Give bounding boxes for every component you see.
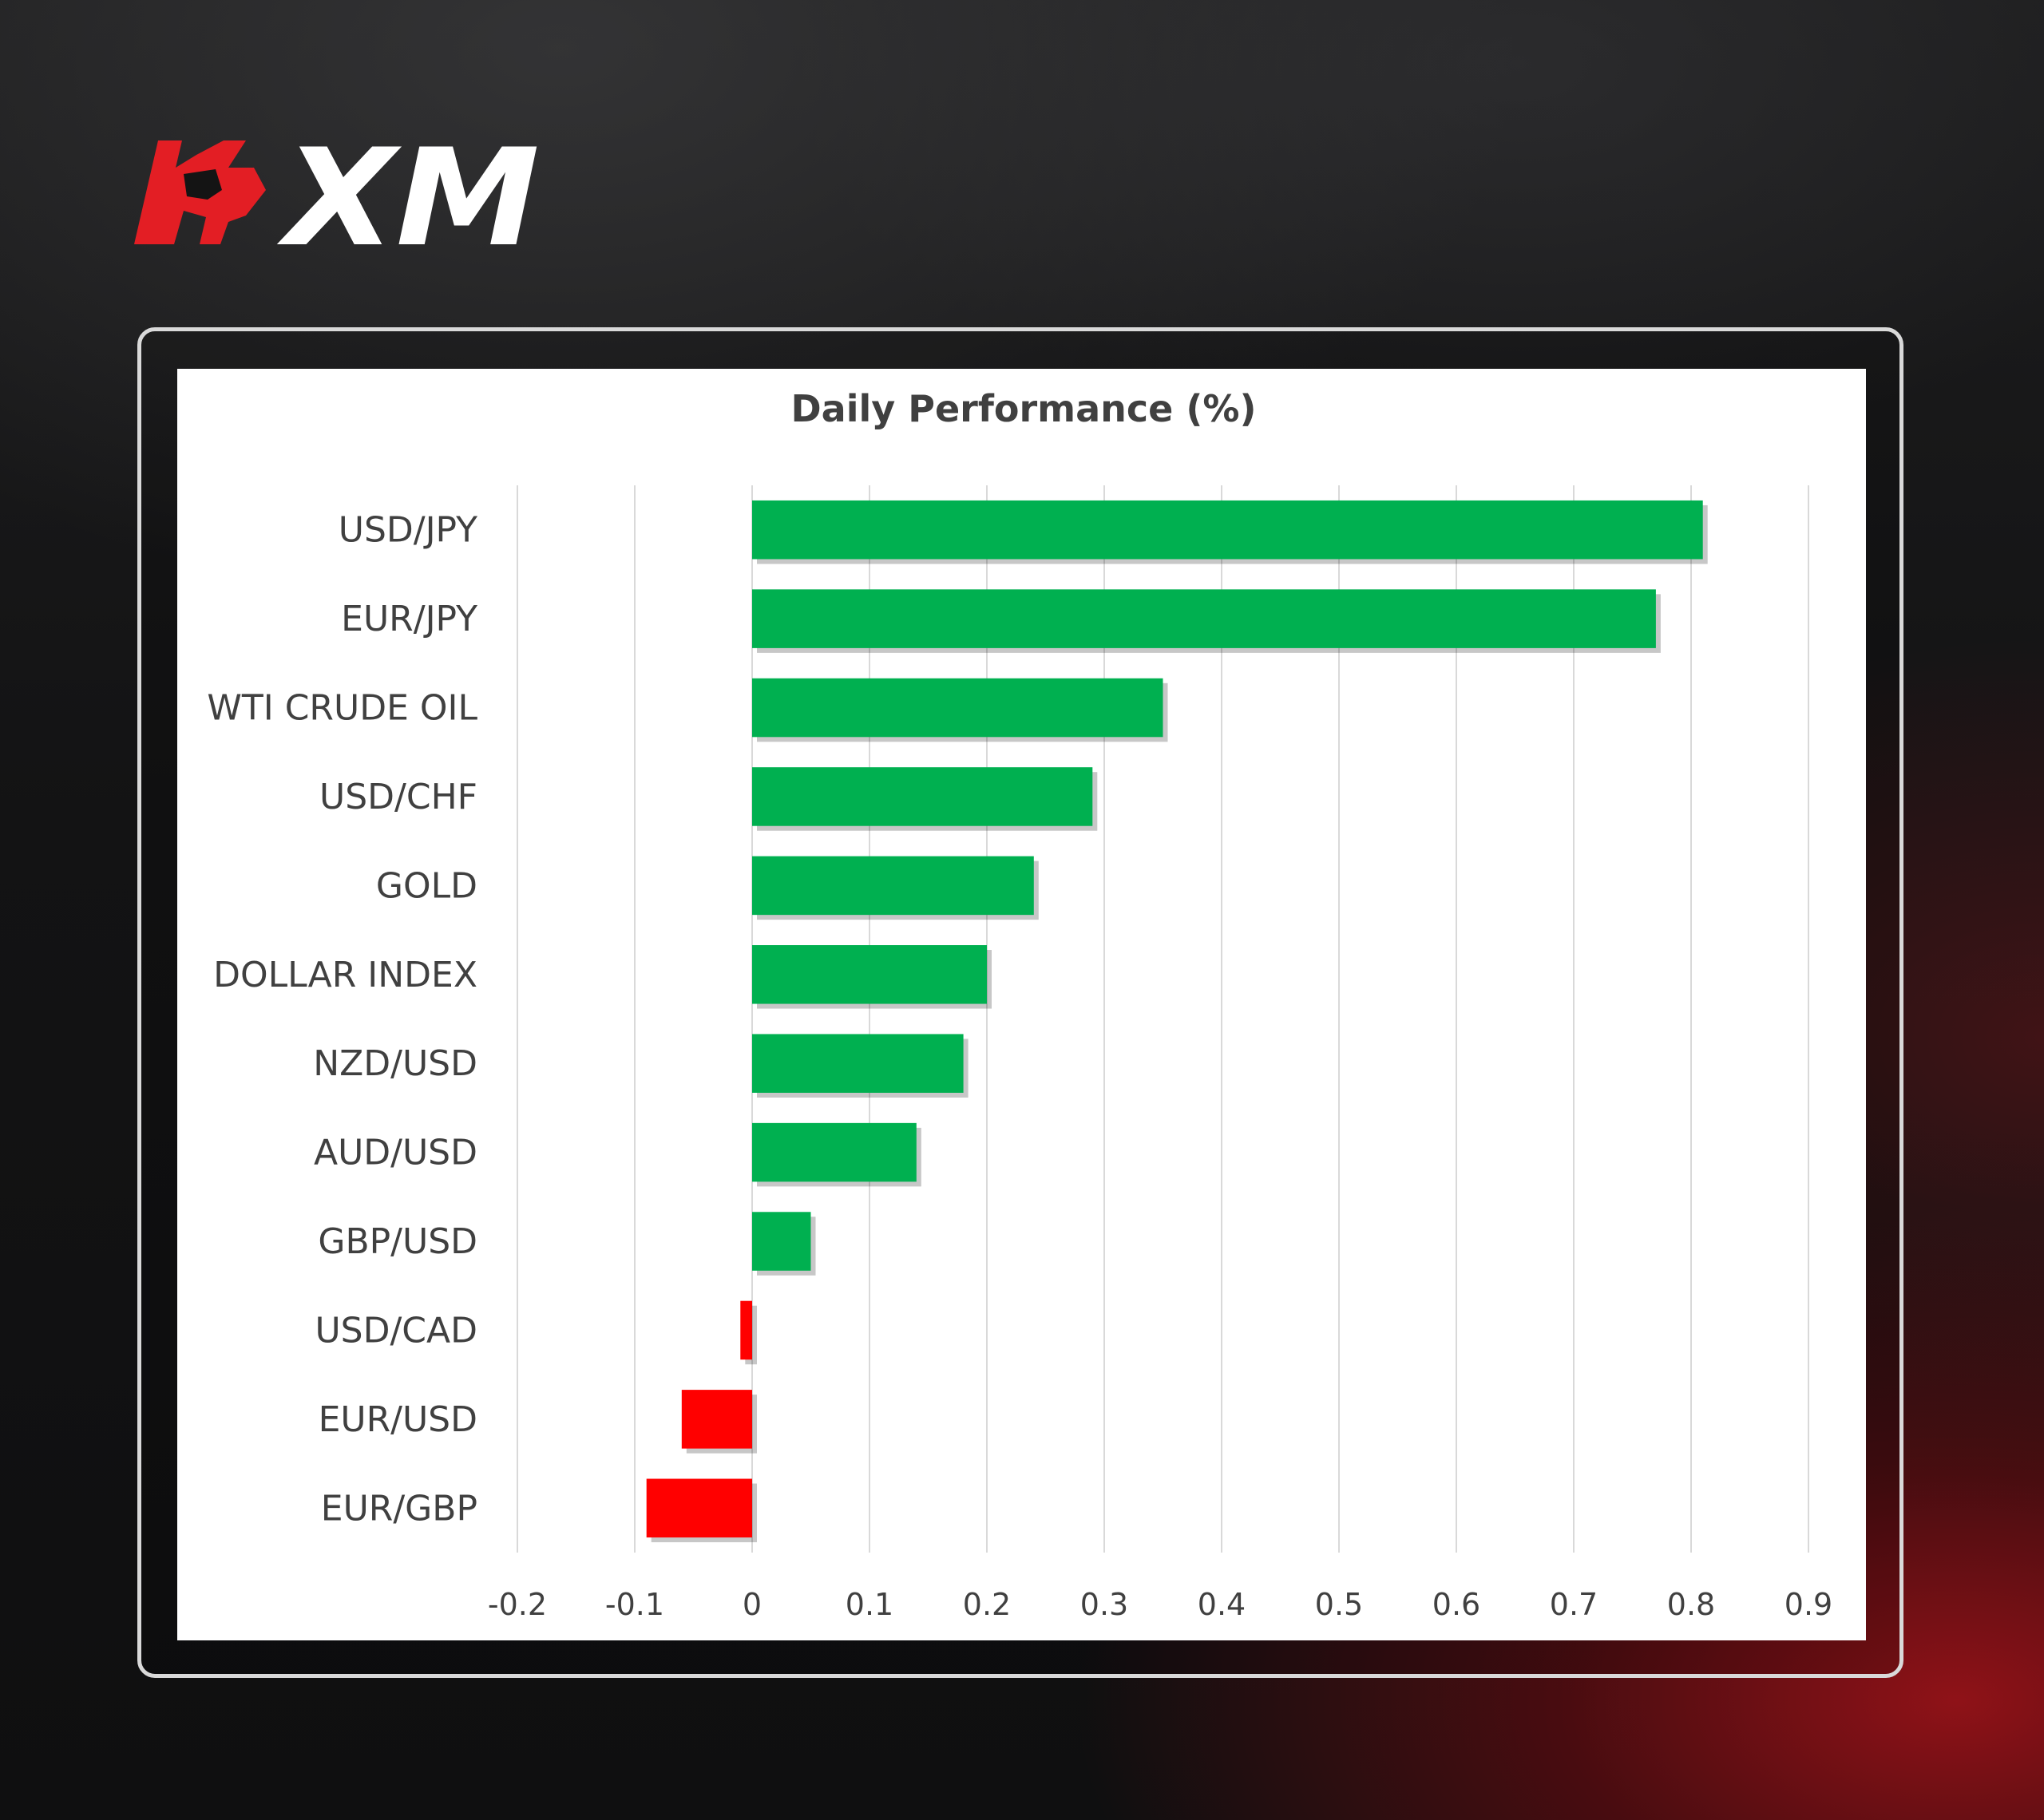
bar: [752, 856, 1034, 916]
category-label: EUR/GBP: [321, 1488, 477, 1529]
category-label: EUR/USD: [319, 1399, 477, 1440]
category-label: WTI CRUDE OIL: [207, 688, 477, 729]
x-tick-labels: -0.2 -0.1 0 0.1 0.2 0.3 0.4 0.5 0.6 0.7 0.8 0.9: [488, 1587, 1832, 1622]
category-label: AUD/USD: [314, 1133, 477, 1173]
gridlines: [517, 485, 1809, 1553]
bar: [752, 1212, 811, 1271]
bar-chart: Daily Performance (%) USD/JPY EUR/JPY WTI …: [207, 387, 1832, 1622]
category-label: DOLLAR INDEX: [213, 955, 477, 995]
xm-logo: XM: [134, 134, 540, 250]
bars: [646, 500, 1708, 1543]
bar: [752, 678, 1163, 738]
x-tick-label: -0.2: [488, 1587, 547, 1622]
bull-head-icon: [134, 140, 266, 244]
x-tick-label: 0.2: [963, 1587, 1011, 1622]
bar: [752, 1122, 917, 1182]
x-tick-label: 0.4: [1198, 1587, 1246, 1622]
category-label: EUR/JPY: [341, 599, 477, 639]
bar: [752, 500, 1703, 560]
bar: [752, 945, 987, 1004]
x-tick-label: 0.7: [1550, 1587, 1598, 1622]
category-label: GBP/USD: [318, 1221, 477, 1262]
x-tick-label: 0.5: [1315, 1587, 1363, 1622]
category-label: GOLD: [376, 865, 477, 906]
x-tick-label: 0.8: [1667, 1587, 1715, 1622]
category-label: USD/CAD: [315, 1310, 477, 1351]
x-tick-label: 0.3: [1080, 1587, 1128, 1622]
chart-title: Daily Performance (%): [791, 387, 1257, 430]
category-label: NZD/USD: [313, 1043, 477, 1084]
x-tick-label: -0.1: [605, 1587, 664, 1622]
logo-text: XM: [276, 134, 540, 250]
bar: [740, 1300, 752, 1360]
x-tick-label: 0.6: [1432, 1587, 1480, 1622]
category-labels: USD/JPY EUR/JPY WTI CRUDE OIL USD/CHF GOLD DO…: [207, 510, 477, 1529]
bar: [752, 589, 1656, 648]
bar: [752, 767, 1093, 826]
x-tick-label: 0: [743, 1587, 762, 1622]
bar: [681, 1390, 752, 1449]
category-label: USD/JPY: [339, 510, 477, 551]
x-tick-label: 0.9: [1785, 1587, 1832, 1622]
x-tick-label: 0.1: [846, 1587, 893, 1622]
bar: [752, 1034, 964, 1093]
chart-panel: Daily Performance (%) USD/JPY EUR/JPY WTI …: [177, 369, 1866, 1640]
category-label: USD/CHF: [319, 777, 477, 817]
bar: [646, 1478, 752, 1538]
